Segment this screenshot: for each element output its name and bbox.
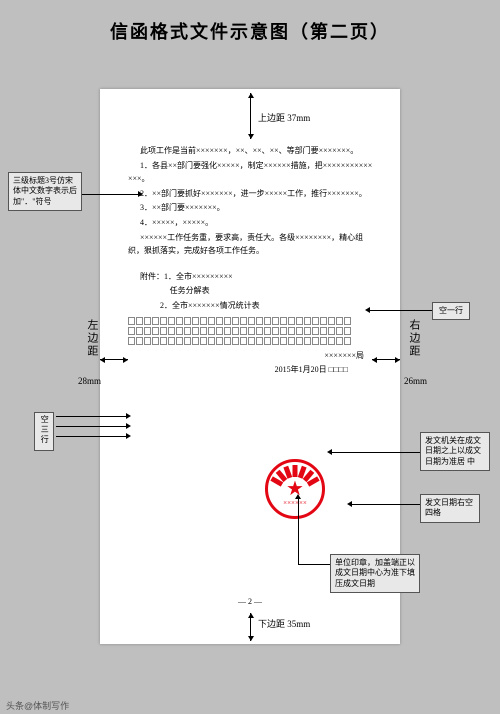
connector xyxy=(332,452,420,453)
blank-lines-boxes xyxy=(128,317,374,345)
left-margin-label: 左边距 xyxy=(84,319,100,358)
official-seal: ★ ×××××× xyxy=(265,459,325,519)
signature-line: ×××××××局 xyxy=(128,349,374,363)
connector xyxy=(56,426,128,427)
left-margin-arrow xyxy=(100,359,128,360)
body-content: 此项工作是当前×××××××，××、××、××、等部门要×××××××。 1．各… xyxy=(128,144,374,378)
box-row xyxy=(128,317,374,325)
top-margin-arrow xyxy=(250,93,251,139)
connector xyxy=(82,194,140,195)
connector xyxy=(298,499,299,564)
right-margin-label: 右边距 xyxy=(406,319,422,358)
connector xyxy=(56,436,128,437)
arrowhead-icon xyxy=(138,191,143,197)
connector xyxy=(298,564,330,565)
attachment-1b: 任务分解表 xyxy=(128,284,374,298)
callout-blank-three: 空三行 xyxy=(34,412,54,451)
para-4: 4．×××××，×××××。 xyxy=(128,216,374,230)
connector xyxy=(352,504,420,505)
right-margin-value: 26mm xyxy=(404,376,427,386)
diagram-title: 信函格式文件示意图（第二页） xyxy=(0,0,500,54)
para-intro: 此项工作是当前×××××××，××、××、××、等部门要×××××××。 xyxy=(128,144,374,158)
date-line: 2015年1月20日 □□□□ xyxy=(128,363,374,377)
callout-heading-style: 三级标题3号仿宋体中文数字表示后加"．"符号 xyxy=(8,172,82,211)
attachment-1: 附件：1．全市××××××××× xyxy=(128,270,374,284)
arrowhead-icon xyxy=(126,433,131,439)
bottom-margin-label: 下边距 35mm xyxy=(258,617,310,632)
watermark: 头条@体制写作 xyxy=(6,699,69,712)
left-margin-value: 28mm xyxy=(78,376,101,386)
connector xyxy=(370,310,432,311)
callout-blank-one: 空一行 xyxy=(432,302,470,320)
page-number: — 2 — xyxy=(100,595,400,609)
blank-line xyxy=(128,259,374,270)
diagram-stage: 上边距 37mm 此项工作是当前×××××××，××、××、××、等部门要×××… xyxy=(0,54,500,714)
box-row xyxy=(128,337,374,345)
arrowhead-icon xyxy=(347,501,352,507)
right-margin-arrow xyxy=(372,359,400,360)
top-margin-label: 上边距 37mm xyxy=(258,111,310,126)
para-5: ××××××工作任务重，要求高，责任大。各级××××××××，精心组织，狠抓落实… xyxy=(128,231,374,258)
callout-date: 发文日期右空四格 xyxy=(420,494,480,523)
para-1: 1．各县××部门要强化×××××，制定××××××措施，把×××××××××××… xyxy=(128,159,374,186)
box-row xyxy=(128,327,374,335)
para-3: 3．××部门要×××××××。 xyxy=(128,201,374,215)
callout-seal: 单位印章，加盖端正以成文日期中心为准下填压成文日期 xyxy=(330,554,420,593)
callout-issuing-org: 发文机关在成文日期之上以成文日期为准居 中 xyxy=(420,432,490,471)
connector xyxy=(56,416,128,417)
para-2: 2．××部门要抓好×××××××，进一步×××××工作，推行×××××××。 xyxy=(128,187,374,201)
attachment-2: 2．全市×××××××情况统计表 xyxy=(128,299,374,313)
arrowhead-icon xyxy=(126,413,131,419)
seal-text: ×××××× xyxy=(268,498,322,510)
arrowhead-icon xyxy=(327,449,332,455)
arrowhead-icon xyxy=(126,423,131,429)
arrowhead-icon xyxy=(365,307,370,313)
arrowhead-icon xyxy=(295,494,301,499)
bottom-margin-arrow xyxy=(250,613,251,641)
